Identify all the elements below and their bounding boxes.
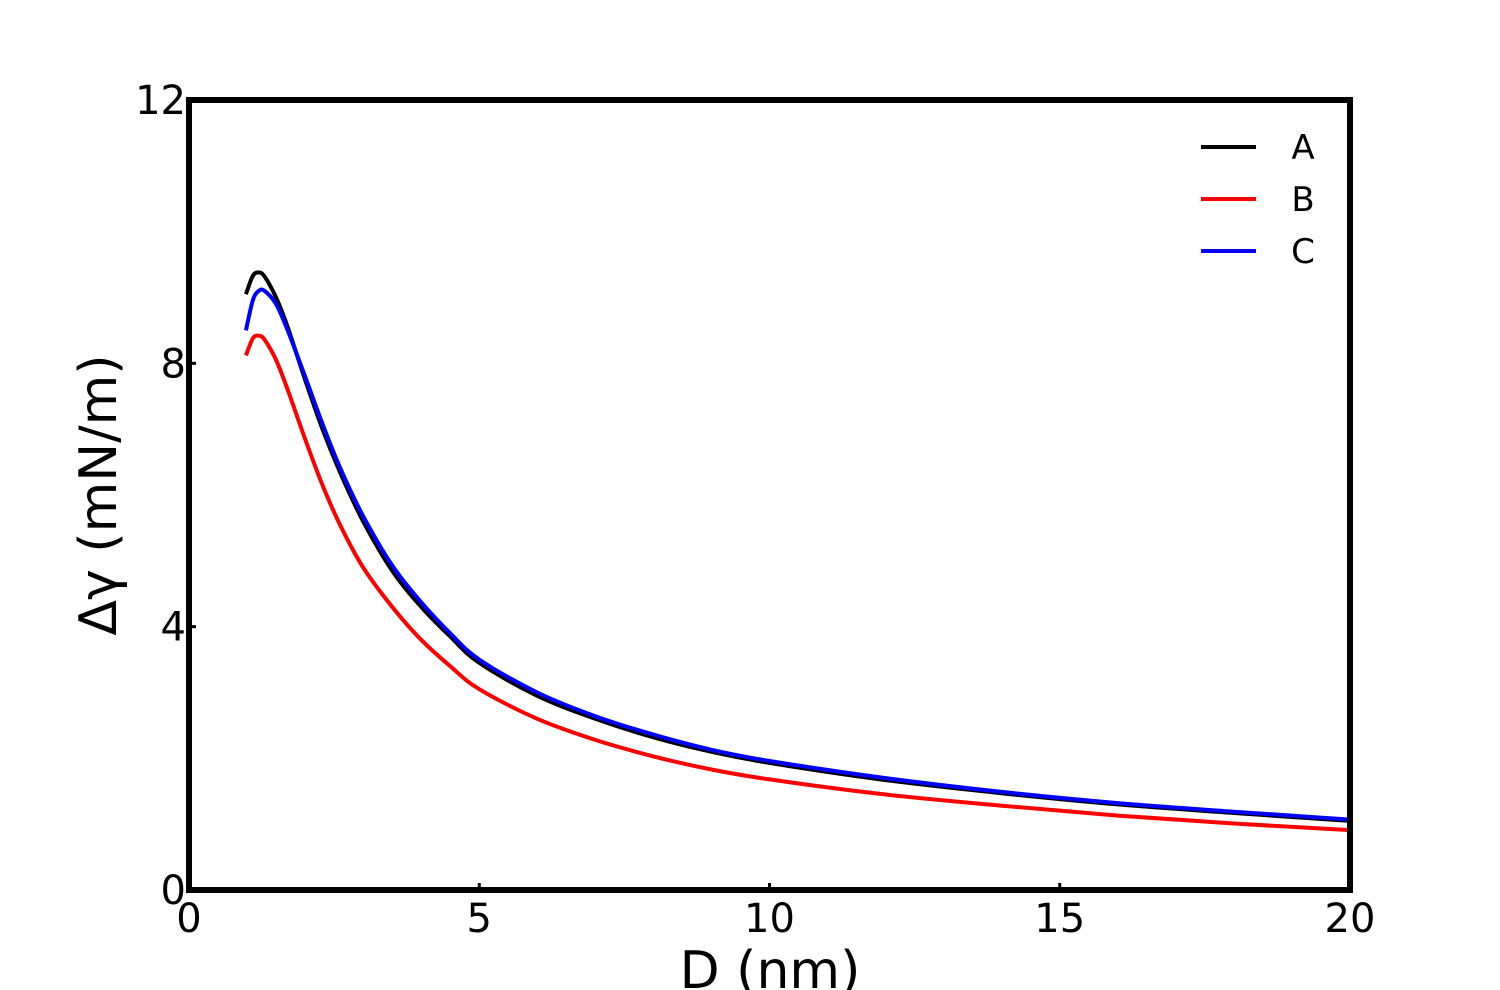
legend-label-b: B (1291, 180, 1314, 220)
x-tick-label: 10 (744, 896, 795, 942)
series-line-b (244, 333, 1351, 833)
legend-label-a: A (1291, 128, 1314, 168)
x-tick-label: 20 (1325, 896, 1376, 942)
x-tick-label: 0 (176, 896, 201, 942)
y-tick-label: 0 (161, 868, 186, 914)
series-layer (243, 270, 1351, 833)
tick-layer: 0 5 10 15 20 0 4 8 12 (135, 78, 1375, 942)
y-tick-label: 12 (135, 78, 186, 124)
plot-frame (186, 97, 1353, 893)
legend: ABC (1201, 128, 1315, 272)
y-tick-label: 8 (161, 341, 186, 387)
legend-label-c: C (1291, 232, 1315, 272)
series-line-c (243, 287, 1351, 822)
x-tick-label: 5 (467, 896, 492, 942)
series-line-a (244, 270, 1351, 823)
y-axis-title: Δγ (mN/m) (69, 354, 129, 635)
y-tick-label: 4 (161, 605, 186, 651)
x-tick-label: 15 (1034, 896, 1085, 942)
x-axis-title: D (nm) (680, 941, 861, 990)
